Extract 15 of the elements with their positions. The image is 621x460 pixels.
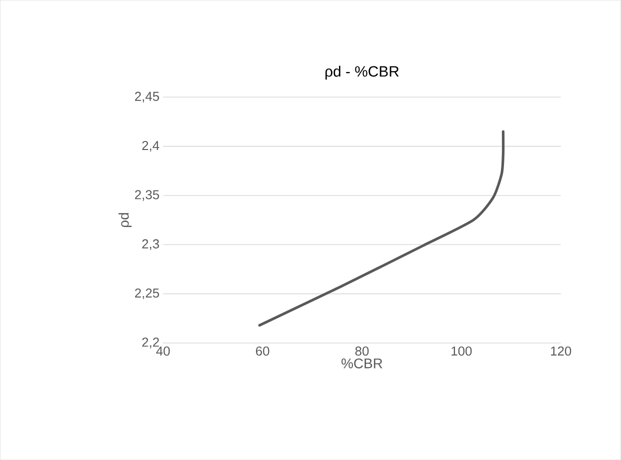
x-tick-label: 80 [355,346,369,356]
x-tick-label: 40 [156,346,170,356]
x-axis-title: %CBR [342,358,382,368]
x-tick-label: 60 [256,346,270,356]
y-tick-label: 2,35 [135,190,160,201]
y-tick-label: 2,3 [142,239,160,250]
y-tick-label: 2,45 [135,92,160,102]
x-tick-label: 120 [551,346,572,356]
x-tick-label: 100 [452,346,472,356]
chart-title: ρd - %CBR [325,66,399,80]
y-tick-label: 2,25 [135,288,160,300]
y-tick-label: 2,2 [142,338,159,348]
y-tick-label: 2,4 [142,140,160,152]
y-axis-title: ρd [118,213,132,227]
line-series [258,130,505,327]
